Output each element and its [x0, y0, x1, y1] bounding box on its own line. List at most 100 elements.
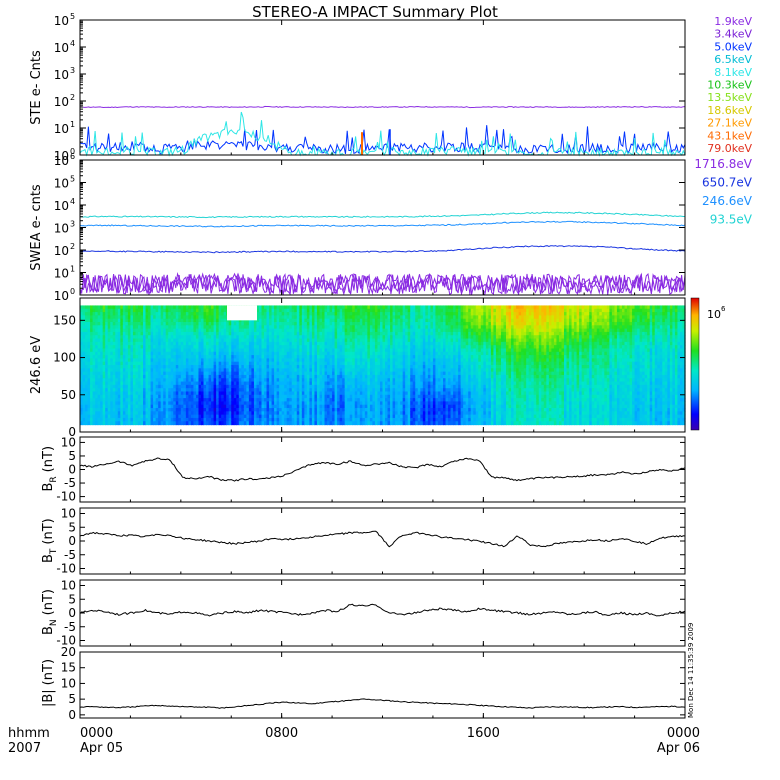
- pad-cell: [95, 355, 99, 359]
- pad-cell: [228, 378, 232, 383]
- pad-cell: [153, 398, 157, 402]
- pad-cell: [213, 335, 217, 340]
- pad-cell: [163, 318, 167, 323]
- pad-cell: [135, 388, 139, 393]
- pad-cell: [160, 404, 164, 409]
- pad-cell: [143, 368, 147, 373]
- pad-cell: [85, 351, 89, 356]
- pad-cell: [117, 414, 121, 419]
- pad-cell: [125, 404, 129, 409]
- pad-cell: [100, 305, 104, 310]
- pad-cell: [145, 391, 149, 396]
- pad-cell: [198, 321, 202, 326]
- pad-cell: [100, 355, 104, 359]
- pad-cell: [105, 315, 109, 320]
- pad-cell: [218, 368, 222, 373]
- pad-cell: [150, 361, 154, 366]
- pad-cell: [163, 321, 167, 326]
- pad-cell: [117, 331, 121, 336]
- pad-cell: [203, 365, 207, 369]
- pad-cell: [195, 355, 200, 359]
- pad-cell: [92, 411, 96, 416]
- pad-cell: [90, 368, 94, 373]
- pad-cell: [178, 374, 182, 379]
- pad-cell: [206, 348, 210, 353]
- pad-cell: [185, 411, 189, 416]
- pad-cell: [82, 361, 86, 366]
- pad-cell: [82, 338, 86, 343]
- pad-cell: [180, 312, 184, 316]
- pad-cell: [188, 371, 192, 376]
- pad-cell: [90, 315, 94, 320]
- pad-cell: [223, 398, 227, 402]
- pad-cell: [168, 388, 172, 393]
- pad-cell: [110, 328, 114, 333]
- pad-cell: [102, 371, 106, 376]
- pad-cell: [85, 305, 89, 310]
- pad-cell: [125, 321, 129, 326]
- pad-cell: [155, 321, 159, 326]
- pad-cell: [216, 417, 220, 422]
- pad-cell: [140, 341, 144, 346]
- pad-cell: [193, 391, 197, 396]
- pad-cell: [90, 318, 94, 323]
- pad-cell: [203, 335, 207, 340]
- pad-cell: [170, 401, 174, 406]
- pad-cell: [137, 355, 142, 359]
- pad-cell: [150, 305, 154, 310]
- pad-cell: [170, 391, 174, 396]
- pad-cell: [158, 351, 162, 356]
- pad-cell: [233, 331, 237, 336]
- pad-cell: [195, 305, 200, 310]
- pad-cell: [213, 408, 217, 412]
- pad-cell: [218, 388, 222, 393]
- pad-cell: [185, 305, 189, 310]
- pad-cell: [163, 335, 167, 340]
- pad-cell: [117, 421, 121, 426]
- pad-cell: [175, 417, 179, 422]
- pad-cell: [175, 368, 179, 373]
- pad-cell: [120, 355, 124, 359]
- pad-cell: [100, 414, 104, 419]
- swea-series-line: [79, 211, 685, 219]
- pad-cell: [165, 315, 169, 320]
- pad-cell: [132, 391, 137, 396]
- pad-cell: [125, 335, 129, 340]
- pad-cell: [130, 371, 134, 376]
- pad-cell: [130, 335, 134, 340]
- pad-cell: [160, 351, 164, 356]
- pad-cell: [150, 401, 154, 406]
- pad-cell: [150, 358, 154, 363]
- pad-cell: [226, 404, 230, 409]
- pad-cell: [110, 404, 114, 409]
- pad-cell: [145, 384, 149, 389]
- pad-cell: [153, 345, 157, 350]
- swea-ytick-label: 10: [54, 289, 69, 303]
- pad-cell: [125, 391, 129, 396]
- pad-cell: [206, 378, 210, 383]
- pad-cell: [218, 394, 222, 399]
- pad-cell: [221, 325, 225, 330]
- pad-cell: [223, 388, 227, 393]
- pad-cell: [168, 411, 172, 416]
- pad-cell: [185, 378, 189, 383]
- pad-cell: [95, 321, 99, 326]
- pad-cell: [117, 318, 121, 323]
- pad-cell: [183, 315, 187, 320]
- pad-cell: [137, 378, 142, 383]
- pad-cell: [226, 391, 230, 396]
- pad-cell: [226, 374, 230, 379]
- pad-cell: [97, 345, 101, 350]
- pad-cell: [153, 417, 157, 422]
- pad-cell: [122, 331, 126, 336]
- pad-cell: [153, 358, 157, 363]
- pad-cell: [153, 378, 157, 383]
- pad-cell: [208, 312, 212, 316]
- pad-cell: [163, 328, 167, 333]
- pad-cell: [185, 331, 189, 336]
- pad-cell: [168, 312, 172, 316]
- pad-cell: [170, 421, 174, 426]
- pad-cell: [125, 351, 129, 356]
- pad-cell: [233, 421, 237, 426]
- pad-cell: [82, 401, 86, 406]
